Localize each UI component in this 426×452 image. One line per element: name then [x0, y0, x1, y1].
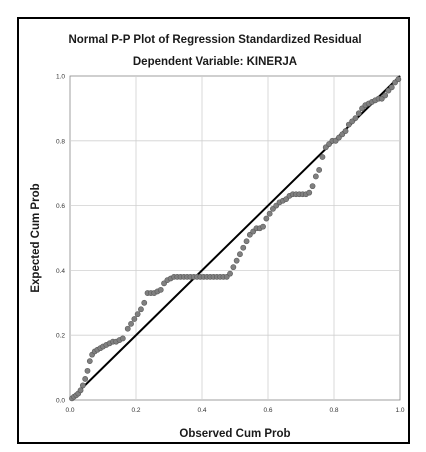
data-point	[227, 270, 233, 277]
data-point	[312, 173, 319, 180]
x-tick-label: 0.2	[131, 407, 140, 414]
data-point	[131, 316, 138, 322]
data-point	[134, 311, 141, 318]
data-point	[240, 244, 247, 251]
data-point	[79, 382, 86, 389]
y-tick-label: 1.0	[56, 74, 65, 81]
data-point	[237, 251, 243, 258]
data-point	[233, 257, 240, 264]
data-point	[157, 286, 164, 293]
y-tick-label: 0.6	[56, 203, 65, 210]
data-point	[243, 238, 250, 245]
chart-title: Normal P-P Plot of Regression Standardiz…	[68, 34, 361, 46]
data-point	[124, 325, 131, 332]
x-tick-label: 0.0	[65, 407, 74, 414]
y-tick-label: 0.4	[56, 268, 65, 275]
chart-subtitle: Dependent Variable: KINERJA	[133, 56, 297, 68]
tick-labels: 0.0 0.2 0.4 0.6 0.8 1.0 0.0 0.2 0.4 0.6 0.8 1.0	[56, 74, 405, 415]
data-point	[138, 306, 144, 313]
grid-lines	[70, 76, 400, 400]
data-point	[260, 223, 266, 230]
data-point	[230, 264, 237, 271]
data-point	[342, 128, 349, 134]
data-point	[395, 76, 402, 83]
data-point	[388, 84, 395, 91]
data-point	[263, 215, 270, 222]
data-point	[355, 110, 362, 117]
data-points	[69, 76, 402, 402]
data-point	[306, 189, 313, 196]
data-point	[316, 167, 323, 173]
x-tick-label: 0.6	[263, 407, 272, 414]
data-point	[82, 376, 89, 382]
data-point	[86, 358, 93, 365]
y-tick-label: 0.0	[56, 398, 65, 405]
data-point	[128, 320, 134, 327]
y-tick-label: 0.2	[56, 333, 65, 340]
chart-frame: Normal P-P Plot of Regression Standardiz…	[17, 17, 410, 444]
x-axis-label: Observed Cum Prob	[179, 428, 290, 440]
x-tick-label: 0.4	[197, 407, 206, 414]
data-point	[77, 387, 84, 394]
y-tick-label: 0.8	[56, 138, 65, 145]
data-point	[352, 115, 359, 122]
data-point	[319, 154, 326, 160]
x-tick-label: 0.8	[329, 407, 338, 414]
data-point	[266, 210, 273, 217]
data-point	[141, 299, 148, 306]
pp-plot-chart: Normal P-P Plot of Regression Standardiz…	[30, 34, 405, 440]
y-axis-label: Expected Cum Prob	[30, 183, 42, 292]
data-point	[84, 367, 91, 374]
data-point	[309, 183, 316, 190]
data-point	[119, 335, 126, 342]
data-point	[382, 92, 389, 99]
x-tick-label: 1.0	[395, 407, 404, 414]
